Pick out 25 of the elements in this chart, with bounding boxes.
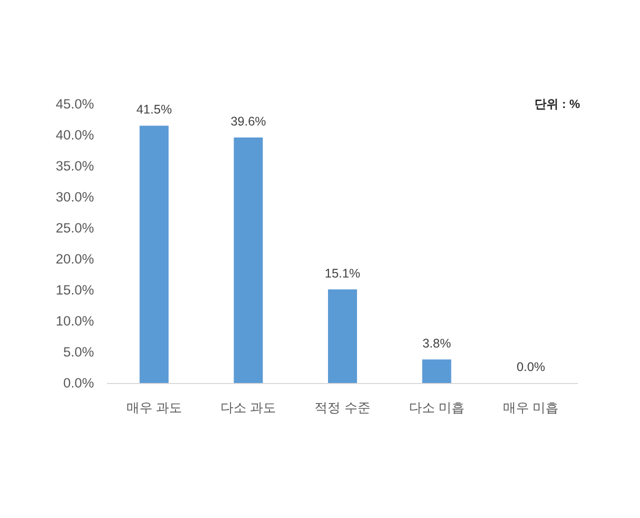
annotation: 단위 : % [534,97,580,111]
y-tick-label: 40.0% [56,128,94,143]
y-tick-label: 5.0% [63,344,94,360]
x-tick-label: 적정 수준 [314,400,370,415]
x-tick-label: 매우 과도 [126,400,182,415]
bar [140,126,169,383]
x-tick-label: 다소 미흡 [408,400,465,415]
y-tick-label: 30.0% [56,190,94,205]
data-label: 3.8% [422,336,451,350]
data-label: 0.0% [516,360,546,374]
data-label: 15.1% [324,266,360,280]
y-tick-label: 0.0% [63,376,94,391]
data-label: 41.5% [136,102,172,117]
y-tick-label: 15.0% [56,282,94,298]
y-tick-label: 35.0% [56,158,94,174]
y-tick-label: 10.0% [56,314,94,329]
x-tick-label: 매우 미흡 [503,400,559,415]
bar [234,137,263,383]
bar [328,289,357,383]
bar [422,359,452,383]
data-label: 39.6% [230,114,266,128]
y-tick-label: 45.0% [56,96,94,112]
y-tick-label: 25.0% [56,220,94,236]
y-tick-label: 20.0% [56,252,94,267]
x-tick-label: 다소 과도 [220,400,276,415]
